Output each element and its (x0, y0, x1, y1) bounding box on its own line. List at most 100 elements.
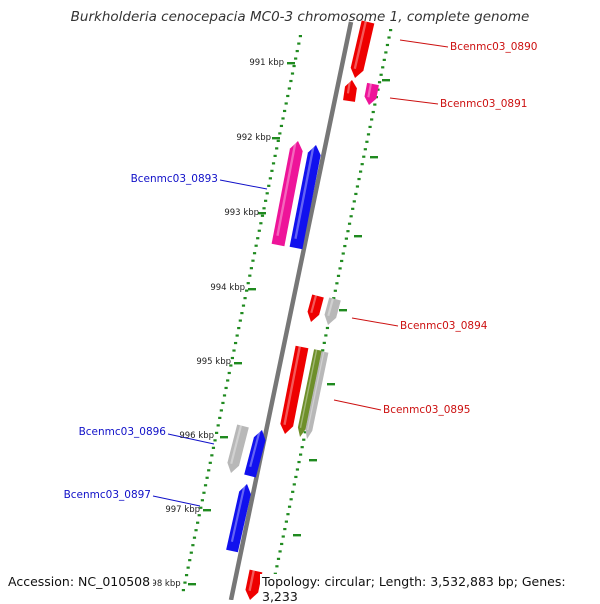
minor-tick (215, 431, 219, 434)
minor-tick (213, 439, 217, 442)
minor-tick (184, 574, 189, 577)
minor-tick (248, 274, 252, 277)
minor-tick (191, 544, 195, 547)
gene-0897-arrow-body (226, 484, 251, 553)
minor-tick (389, 29, 393, 32)
minor-tick (240, 312, 244, 315)
minor-tick (278, 132, 282, 135)
minor-tick (343, 244, 347, 248)
minor-tick (202, 491, 206, 494)
minor-tick (347, 222, 352, 225)
minor-tick (256, 237, 260, 240)
gene-label-bcenmc03-0895: Bcenmc03_0895 (383, 404, 470, 416)
minor-tick (338, 267, 342, 270)
minor-tick (286, 513, 290, 516)
label-connector (167, 433, 215, 445)
gene-0896-arrow (244, 429, 266, 478)
gene-0896-arrow-body (244, 430, 266, 478)
gene-0896b-arrow-body (227, 424, 249, 473)
map-title: Burkholderia cenocepacia MC0-3 chromosom… (70, 9, 530, 25)
minor-tick (276, 139, 280, 143)
kbp-labels: 991 kbp 992 kbp 993 kbp 994 kbp 995 kbp 996 k… (146, 58, 284, 589)
minor-tick (324, 334, 328, 337)
minor-tick (226, 379, 230, 382)
major-tick (354, 235, 362, 238)
minor-tick (262, 207, 266, 210)
major-tick (339, 309, 347, 312)
genome-summary-text: Topology: circular; Length: 3,532,883 bp… (260, 574, 600, 604)
gene-0891-arrow (364, 82, 379, 105)
gene-labels: Bcenmc03_0890 Bcenmc03_0891 Bcenmc03_0893 B… (64, 41, 538, 501)
minor-tick (355, 185, 360, 188)
minor-tick (368, 125, 372, 129)
minor-tick (335, 282, 339, 285)
label-connector (219, 179, 268, 190)
gene-0895b-arrow-shine (299, 349, 318, 429)
minor-tick (199, 506, 203, 509)
minor-tick (197, 514, 201, 517)
minor-tick (357, 177, 361, 181)
minor-tick (294, 475, 298, 479)
minor-tick (297, 460, 301, 464)
major-tick (272, 137, 280, 140)
minor-tick (278, 550, 282, 553)
minor-tick (289, 498, 293, 501)
minor-tick (283, 527, 287, 531)
minor-tick (385, 43, 390, 47)
minor-tick (194, 529, 198, 532)
kbp-label: 994 kbp (210, 283, 245, 293)
label-connector (152, 495, 201, 507)
gene-label-bcenmc03-0897: Bcenmc03_0897 (64, 489, 151, 501)
minor-tick (222, 394, 227, 397)
minor-tick (370, 118, 374, 121)
gene-0891a-arrow-body (343, 80, 357, 102)
minor-tick (341, 252, 345, 255)
gene-0890-arrow-body (350, 20, 375, 78)
minor-tick (295, 49, 299, 53)
minor-tick (229, 364, 233, 367)
minor-tick (254, 244, 258, 247)
minor-tick (200, 499, 204, 502)
minor-tick (205, 476, 209, 479)
chromosome-backbone (228, 21, 354, 600)
minor-tick (221, 401, 225, 405)
minor-tick (303, 431, 307, 434)
minor-tick (373, 103, 377, 106)
minor-tick (211, 446, 216, 449)
kbp-label: 995 kbp (196, 357, 231, 367)
minor-tick (292, 483, 296, 486)
gene-0897-arrow (226, 483, 251, 553)
gene-0891a-arrow (343, 79, 357, 102)
minor-tick (332, 297, 336, 300)
minor-tick (359, 170, 363, 173)
minor-tick (298, 35, 302, 38)
gene-label-bcenmc03-0893: Bcenmc03_0893 (131, 173, 218, 185)
gene-0894-arrow-body (307, 294, 324, 322)
major-tick (220, 436, 228, 439)
major-tick (293, 534, 301, 537)
minor-tick (287, 505, 292, 508)
gene-0893-arrow-body (289, 145, 321, 250)
major-tick (258, 212, 266, 215)
label-connector (351, 317, 399, 327)
minor-tick (295, 468, 300, 471)
minor-tick (362, 155, 366, 158)
minor-tick (351, 207, 355, 210)
label-connector (399, 39, 449, 48)
minor-tick (186, 566, 190, 569)
minor-tick (230, 356, 235, 360)
minor-tick (290, 72, 295, 75)
minor-tick (243, 297, 247, 300)
minor-tick (333, 289, 337, 292)
minor-tick (218, 416, 222, 420)
gene-0895b-arrow-body (297, 349, 322, 437)
major-tick (234, 362, 242, 365)
major-tick (188, 583, 196, 586)
label-connectors (152, 39, 449, 507)
gene-0894b-arrow (324, 297, 341, 325)
minor-tick (268, 177, 272, 180)
major-tick (382, 79, 390, 82)
gene-0896-arrow-shine (249, 429, 262, 468)
minor-tick (300, 446, 304, 449)
minor-tick (260, 214, 265, 217)
